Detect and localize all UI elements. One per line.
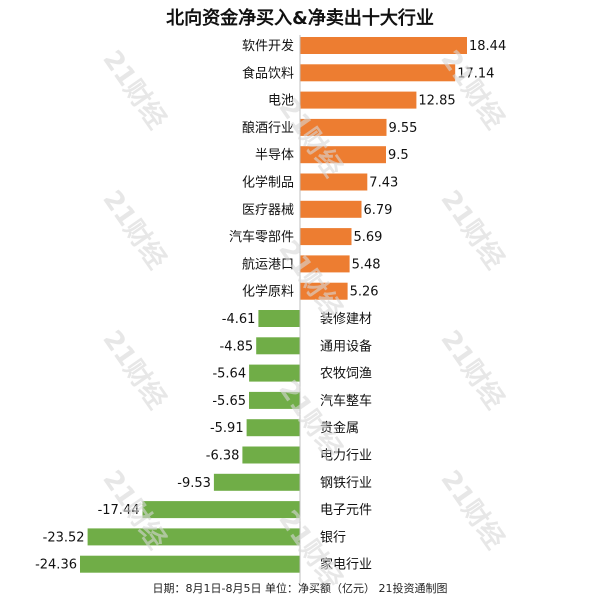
bar bbox=[142, 501, 300, 519]
bar bbox=[300, 37, 467, 54]
bar bbox=[300, 64, 456, 82]
category-label: 贵金属 bbox=[320, 420, 359, 436]
data-label: -5.91 bbox=[210, 421, 244, 436]
data-label: -24.36 bbox=[35, 558, 77, 573]
data-label: -9.53 bbox=[177, 476, 211, 491]
category-label: 食品饮料 bbox=[242, 65, 294, 81]
data-label: 9.55 bbox=[389, 121, 418, 136]
bar bbox=[256, 337, 300, 355]
bar bbox=[249, 391, 300, 409]
bar bbox=[300, 200, 362, 218]
data-label: -5.64 bbox=[212, 367, 246, 382]
bar bbox=[300, 91, 417, 109]
bar bbox=[300, 146, 386, 164]
bar bbox=[300, 228, 352, 246]
category-label: 通用设备 bbox=[320, 338, 372, 354]
category-label: 汽车零部件 bbox=[229, 229, 294, 245]
data-label: 5.48 bbox=[352, 257, 381, 272]
data-label: 12.85 bbox=[418, 94, 455, 109]
category-label: 钢铁行业 bbox=[320, 476, 372, 491]
bar bbox=[300, 173, 368, 191]
data-label: 9.5 bbox=[388, 148, 409, 163]
category-label: 银行 bbox=[320, 530, 346, 545]
bar bbox=[300, 282, 348, 300]
category-label: 半导体 bbox=[255, 148, 294, 163]
data-label: 5.69 bbox=[354, 230, 383, 245]
category-label: 化学原料 bbox=[242, 284, 294, 300]
category-label: 电池 bbox=[268, 94, 294, 109]
category-label: 农牧饲渔 bbox=[320, 367, 372, 382]
bar bbox=[258, 310, 300, 327]
category-label: 汽车整车 bbox=[320, 393, 372, 409]
category-label: 装修建材 bbox=[320, 312, 372, 327]
category-label: 航运港口 bbox=[242, 256, 294, 272]
bar bbox=[300, 255, 350, 273]
category-label: 软件开发 bbox=[242, 38, 294, 54]
category-label: 家电行业 bbox=[320, 557, 372, 573]
data-label: 7.43 bbox=[369, 176, 398, 191]
bar bbox=[249, 364, 300, 382]
category-label: 医疗器械 bbox=[242, 203, 294, 218]
category-label: 化学制品 bbox=[242, 175, 294, 191]
category-label: 电力行业 bbox=[320, 449, 372, 464]
data-label: -6.38 bbox=[206, 449, 240, 464]
bar bbox=[242, 446, 300, 464]
bar bbox=[246, 419, 300, 437]
category-label: 酿酒行业 bbox=[242, 120, 294, 136]
data-label: -5.65 bbox=[212, 394, 246, 409]
chart-footer: 日期：8月1日-8月5日 单位：净买额（亿元） 21投资通制图 bbox=[152, 582, 448, 595]
data-label: -23.52 bbox=[43, 530, 85, 545]
data-label: -4.85 bbox=[220, 339, 254, 354]
bar bbox=[300, 118, 387, 136]
bar bbox=[87, 528, 300, 546]
bar bbox=[80, 555, 300, 573]
data-label: 6.79 bbox=[364, 203, 393, 218]
category-label: 电子元件 bbox=[320, 503, 372, 518]
data-label: -17.44 bbox=[98, 503, 140, 518]
data-label: 5.26 bbox=[350, 285, 379, 300]
chart-title: 北向资金净买入&净卖出十大行业 bbox=[166, 8, 434, 29]
bar bbox=[213, 473, 300, 491]
data-label: 17.14 bbox=[457, 66, 494, 81]
data-label: 18.44 bbox=[469, 39, 506, 54]
data-label: -4.61 bbox=[222, 312, 256, 327]
